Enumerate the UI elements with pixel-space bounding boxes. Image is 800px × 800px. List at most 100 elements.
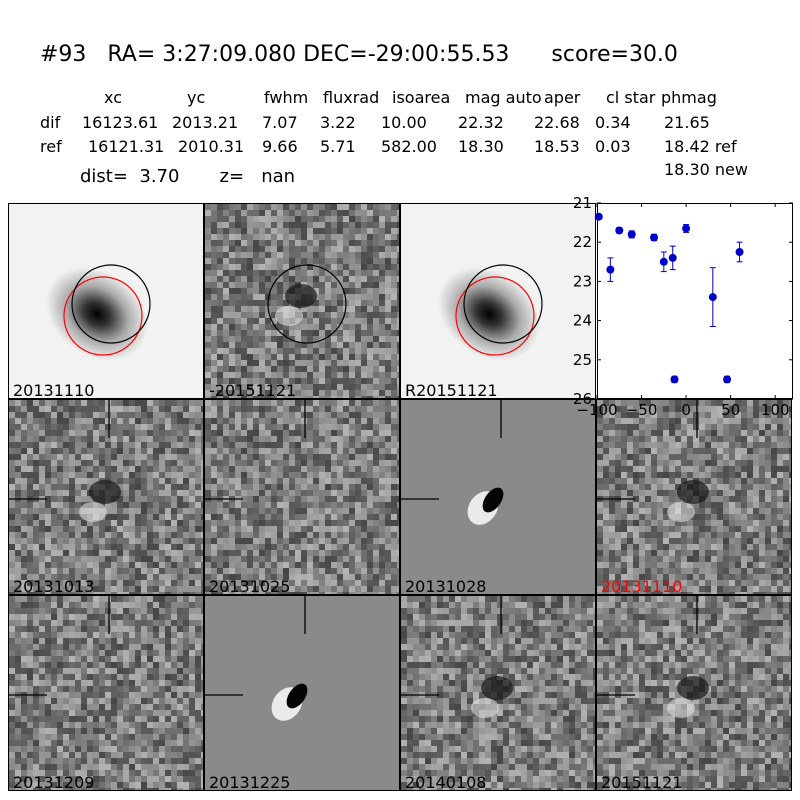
table-cell: 16123.61 <box>82 113 159 132</box>
y-tick-label: 24 <box>573 312 592 330</box>
image-panel: 20131110 <box>596 399 792 595</box>
table-cell: 0.03 <box>595 137 631 156</box>
galaxy-blob <box>45 267 149 361</box>
table-cell: 2013.21 <box>172 113 239 132</box>
data-point <box>708 293 717 302</box>
data-point <box>615 226 624 235</box>
image-panel: 20140108 <box>400 595 596 791</box>
column-header: isoarea <box>392 88 451 107</box>
table-cell: 10.00 <box>381 113 427 132</box>
table-cell: 21.65 <box>664 113 710 132</box>
image-cutout <box>205 204 399 398</box>
image-panel: 20131209 <box>8 595 204 791</box>
image-cutout <box>401 596 595 790</box>
phmag-new: 18.30 new <box>664 160 748 179</box>
table-cell: 2010.31 <box>178 137 245 156</box>
column-header: yc <box>187 88 206 107</box>
panel-date-label: 20151121 <box>601 773 683 791</box>
y-tick-label: 21 <box>573 194 592 212</box>
x-tick-label: −100 <box>576 401 617 419</box>
dipole-negative <box>677 480 709 504</box>
dipole-negative <box>482 487 504 513</box>
data-point <box>627 230 636 239</box>
dipole-negative <box>285 284 317 308</box>
image-cutout <box>597 400 791 594</box>
image-panel: 20131013 <box>8 399 204 595</box>
table-cell: 22.32 <box>458 113 504 132</box>
x-tick-label: 100 <box>761 401 790 419</box>
data-point <box>670 375 679 384</box>
panel-date-label: 20131225 <box>209 773 291 791</box>
panel-date-label: 20131110 <box>13 381 95 399</box>
panel-date-label: 20131110 <box>601 577 683 595</box>
image-panel: -20151121 <box>204 203 400 399</box>
column-header: fluxrad <box>323 88 380 107</box>
image-panel: 20131225 <box>204 595 400 791</box>
y-tick-label: 25 <box>573 351 592 369</box>
table-cell: 18.53 <box>534 137 580 156</box>
table-cell: 0.34 <box>595 113 631 132</box>
dipole-negative <box>677 676 709 700</box>
page-title: #93 RA= 3:27:09.080 DEC=-29:00:55.53 sco… <box>40 42 678 67</box>
x-tick-label: 50 <box>721 401 740 419</box>
table-cell: 18.42 ref <box>664 137 737 156</box>
table-cell: 22.68 <box>534 113 580 132</box>
y-tick-label: 23 <box>573 272 592 290</box>
image-panel: 20131028 <box>400 399 596 595</box>
data-point <box>594 212 603 221</box>
row-label: ref <box>40 137 62 156</box>
image-cutout <box>401 400 595 594</box>
image-cutout <box>9 400 203 594</box>
data-point <box>735 248 744 256</box>
dipole-negative <box>286 683 308 709</box>
black-aperture-circle <box>71 264 151 344</box>
panel-date-label: -20151121 <box>209 381 297 399</box>
image-panel: 20131025 <box>204 399 400 595</box>
data-point <box>723 375 732 384</box>
red-aperture-circle <box>63 276 143 356</box>
dist-z-line: dist= 3.70 z= nan <box>80 166 296 187</box>
image-cutout <box>401 204 595 398</box>
image-cutout <box>205 400 399 594</box>
galaxy-blob <box>437 267 541 361</box>
panel-date-label: 20131025 <box>209 577 291 595</box>
table-cell: 3.22 <box>320 113 356 132</box>
data-point <box>668 253 677 262</box>
table-cell: 18.30 <box>458 137 504 156</box>
table-cell: 582.00 <box>381 137 437 156</box>
column-header: mag auto <box>465 88 542 107</box>
table-cell: 7.07 <box>262 113 298 132</box>
column-header: xc <box>104 88 122 107</box>
x-tick-label: −50 <box>626 401 658 419</box>
table-cell: 5.71 <box>320 137 356 156</box>
image-cutout <box>597 596 791 790</box>
black-aperture-circle <box>267 264 347 344</box>
light-curve-chart: 21 22 23 24 25 26 −100 −50 0 50 100 <box>573 194 793 419</box>
x-tick-label: 0 <box>681 401 691 419</box>
image-cutout <box>205 596 399 790</box>
row-label: dif <box>40 113 61 132</box>
image-panel: R20151121 <box>400 203 596 399</box>
y-tick-label: 22 <box>573 233 592 251</box>
panel-date-label: 20131209 <box>13 773 95 791</box>
plot-frame <box>597 203 793 399</box>
data-point <box>682 224 691 233</box>
y-tick-label: 26 <box>573 390 592 408</box>
panel-date-label: 20140108 <box>405 773 487 791</box>
image-cutout <box>9 204 203 398</box>
image-panel: 20131110 <box>8 203 204 399</box>
dipole-negative <box>481 676 513 700</box>
dipole-positive <box>667 502 695 522</box>
dipole-positive <box>471 698 499 718</box>
panel-date-label: 20131013 <box>13 577 95 595</box>
dipole-positive <box>79 502 107 522</box>
panel-date-label: 20131028 <box>405 577 487 595</box>
dipole-positive <box>275 306 303 326</box>
table-cell: 16121.31 <box>88 137 165 156</box>
column-header: aper <box>544 88 581 107</box>
data-point <box>659 257 668 266</box>
table-cell: 9.66 <box>262 137 298 156</box>
dipole-positive <box>667 698 695 718</box>
column-header: phmag <box>661 88 717 107</box>
light-curve-svg: 21 22 23 24 25 26−100 −50 0 50 100 <box>573 194 793 419</box>
